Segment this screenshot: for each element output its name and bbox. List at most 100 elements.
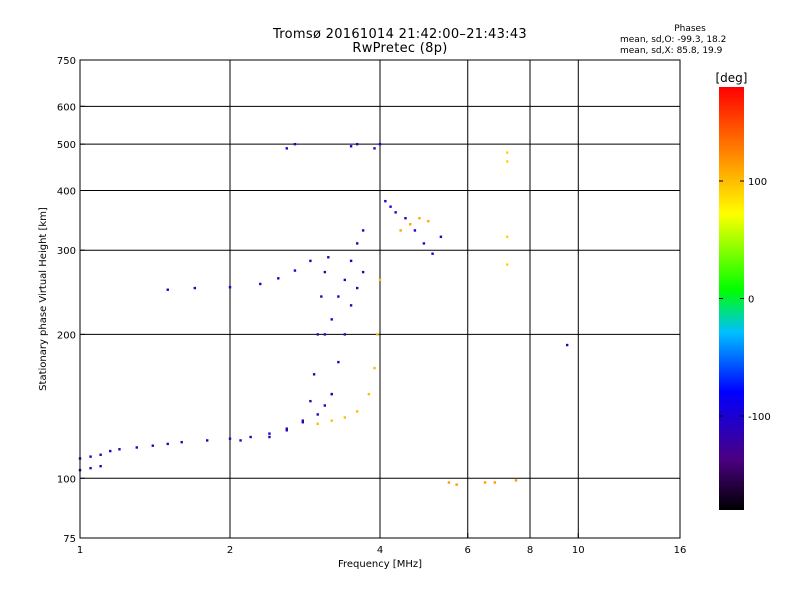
data-point — [239, 439, 242, 442]
y-tick-label: 500 — [57, 140, 76, 151]
data-point — [293, 142, 297, 146]
colorbar-label: [deg] — [716, 71, 748, 85]
data-point — [166, 288, 169, 291]
data-point — [349, 259, 353, 263]
data-point — [285, 429, 288, 432]
data-point — [505, 160, 509, 163]
data-point — [323, 404, 327, 407]
y-tick-label: 750 — [57, 56, 76, 67]
data-point — [109, 449, 112, 453]
data-point — [343, 333, 347, 336]
x-tick-label: 6 — [465, 545, 471, 556]
data-point — [378, 278, 382, 282]
data-point — [505, 151, 509, 154]
data-point — [277, 277, 280, 280]
data-point — [205, 439, 209, 442]
colorbar-tick-label: 0 — [748, 295, 754, 306]
x-tick-label: 1 — [77, 545, 83, 556]
y-tick-label: 75 — [63, 534, 76, 545]
data-point — [312, 373, 316, 376]
data-point — [483, 481, 487, 484]
data-point — [89, 455, 92, 458]
data-point — [268, 432, 271, 435]
data-point — [337, 360, 340, 364]
data-point — [285, 427, 288, 430]
chart-grid — [80, 60, 680, 538]
data-point — [135, 446, 138, 449]
data-point — [373, 366, 376, 370]
data-point — [514, 479, 518, 482]
data-point — [447, 481, 451, 484]
data-point — [327, 256, 330, 259]
data-point — [455, 483, 458, 486]
data-point — [505, 263, 509, 266]
data-point — [361, 229, 365, 232]
y-tick-label: 400 — [57, 186, 76, 197]
data-point — [228, 437, 232, 440]
data-point — [301, 419, 305, 422]
data-points — [78, 142, 569, 486]
colorbar — [719, 87, 744, 510]
data-point — [349, 145, 353, 148]
y-tick-label: 100 — [57, 474, 76, 485]
x-axis-label: Frequency [MHz] — [338, 559, 422, 570]
data-point — [394, 211, 397, 214]
data-point — [89, 466, 92, 470]
colorbar-tick-label: 100 — [748, 177, 767, 188]
data-point — [337, 295, 340, 298]
data-point — [180, 440, 183, 444]
data-point — [376, 333, 379, 336]
data-point — [330, 318, 333, 321]
data-point — [323, 270, 327, 274]
data-point — [343, 278, 347, 282]
x-axis-ticks: 1 2 4 6 8 10 16 — [77, 533, 686, 556]
data-point — [404, 217, 407, 220]
y-axis-ticks: 75 100 200 300 400 500 600 750 — [57, 56, 85, 545]
data-point — [259, 282, 262, 286]
data-point — [565, 343, 569, 347]
y-tick-label: 600 — [57, 102, 76, 113]
data-point — [166, 442, 169, 446]
phase-stats-title: Phases — [674, 24, 706, 34]
data-point — [118, 448, 121, 451]
data-point — [378, 142, 382, 146]
chart-title: Tromsø 20161014 21:42:00–21:43:43 — [272, 27, 528, 42]
colorbar-ticks: -100 0 100 — [719, 177, 771, 423]
phase-stats-x: mean, sd,X: 85.8, 19.9 — [620, 46, 723, 56]
data-point — [427, 220, 430, 223]
data-point — [316, 333, 319, 336]
data-point — [355, 410, 359, 413]
y-axis-label: Stationary phase Virtual Height [km] — [38, 207, 49, 391]
colorbar-tick-label: -100 — [748, 412, 771, 423]
data-point — [323, 333, 327, 336]
data-point — [330, 392, 333, 396]
data-point — [361, 270, 365, 274]
data-point — [330, 419, 333, 422]
y-tick-label: 300 — [57, 246, 76, 257]
data-point — [309, 259, 312, 263]
data-point — [293, 269, 297, 272]
data-point — [343, 416, 347, 419]
data-point — [99, 453, 102, 456]
data-point — [389, 205, 392, 208]
data-point — [399, 229, 402, 232]
chart-subtitle: RwPretec (8p) — [352, 41, 448, 56]
data-point — [493, 481, 497, 484]
x-tick-label: 10 — [572, 545, 585, 556]
data-point — [316, 413, 319, 416]
data-point — [431, 252, 434, 255]
data-point — [505, 235, 509, 239]
data-point — [349, 304, 353, 307]
data-point — [249, 435, 252, 439]
data-point — [228, 286, 232, 289]
phase-stats: Phases mean, sd,O: -99.3, 18.2 mean, sd,… — [620, 24, 800, 57]
data-point — [268, 435, 271, 439]
data-point — [320, 295, 323, 298]
data-point — [99, 464, 102, 468]
data-point — [413, 229, 417, 232]
data-point — [367, 392, 371, 396]
data-point — [301, 421, 305, 424]
data-point — [373, 147, 376, 150]
data-point — [285, 147, 288, 150]
